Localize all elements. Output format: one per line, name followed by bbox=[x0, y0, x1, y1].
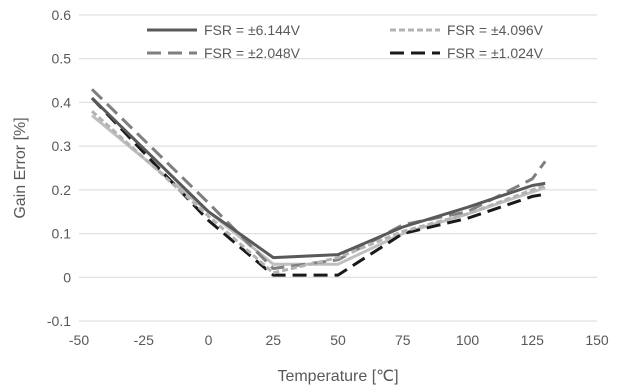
x-tick-label: 150 bbox=[585, 332, 609, 348]
series-line-2 bbox=[90, 110, 546, 275]
series-line-4 bbox=[90, 97, 546, 277]
x-tick-label: -50 bbox=[69, 332, 89, 348]
tick-labels: -0.1 0 0.1 0.2 0.3 0.4 0.5 0.6 -50 -25 0 25 50 75 100 1… bbox=[47, 7, 609, 348]
y-tick-label: 0 bbox=[63, 269, 71, 285]
y-tick-label: 0.6 bbox=[52, 7, 72, 23]
series-line-3 bbox=[90, 88, 547, 270]
legend-label-3: FSR = ±2.048V bbox=[204, 45, 301, 61]
x-tick-label: 75 bbox=[395, 332, 411, 348]
y-tick-label: 0.1 bbox=[52, 226, 72, 242]
legend-label-2: FSR = ±4.096V bbox=[447, 22, 544, 38]
y-axis-title: Gain Error [%] bbox=[12, 117, 29, 218]
y-tick-label: -0.1 bbox=[47, 313, 71, 329]
x-tick-label: 100 bbox=[456, 332, 480, 348]
legend-label-4: FSR = ±1.024V bbox=[447, 45, 544, 61]
series-line-1 bbox=[90, 97, 546, 260]
series-lines bbox=[90, 88, 547, 277]
x-axis-title: Temperature [℃] bbox=[277, 368, 398, 385]
legend: FSR = ±6.144V FSR = ±4.096V FSR = ±2.048V F… bbox=[147, 22, 544, 61]
y-tick-label: 0.2 bbox=[52, 182, 72, 198]
y-tick-label: 0.3 bbox=[52, 138, 72, 154]
x-tick-label: 0 bbox=[205, 332, 213, 348]
x-tick-label: 25 bbox=[265, 332, 281, 348]
y-tick-label: 0.5 bbox=[52, 51, 72, 67]
x-tick-label: 125 bbox=[521, 332, 545, 348]
x-tick-label: -25 bbox=[134, 332, 154, 348]
legend-label-1: FSR = ±6.144V bbox=[204, 22, 301, 38]
x-tick-label: 50 bbox=[330, 332, 346, 348]
y-tick-label: 0.4 bbox=[52, 94, 72, 110]
gridlines bbox=[79, 14, 597, 322]
